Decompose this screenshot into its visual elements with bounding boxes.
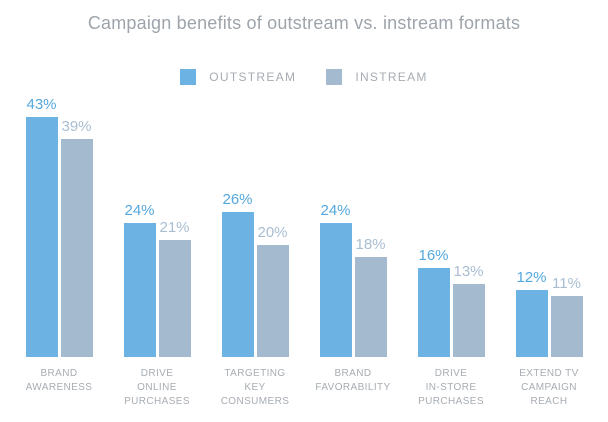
value-label-outstream: 26% (222, 191, 253, 208)
bar-outstream (123, 223, 156, 357)
bar-instream (452, 284, 485, 357)
bar-column-outstream: 24% (123, 202, 156, 357)
category-label: BRAND AWARENESS (25, 368, 93, 393)
bar-chart: 43% 39% BRAND AWARENESS 24% 21% DRIVE ONLINE … (0, 93, 608, 407)
bar-outstream (25, 117, 58, 357)
value-label-outstream: 43% (26, 96, 57, 113)
bar-column-instream: 21% (158, 219, 191, 357)
category-label: BRAND FAVORABILITY (315, 368, 391, 393)
value-label-instream: 18% (355, 236, 386, 253)
bar-column-instream: 11% (550, 275, 583, 357)
bar-column-instream: 39% (60, 118, 93, 357)
chart-title: Campaign benefits of outstream vs. instr… (87, 13, 521, 33)
value-label-outstream: 12% (516, 269, 547, 286)
bar-group: 24% 21% DRIVE ONLINE PURCHASES (123, 202, 191, 407)
bar-group: 26% 20% TARGETING KEY CONSUMERS (221, 191, 289, 407)
legend-item-instream: INSTREAM (326, 69, 427, 85)
bar-column-outstream: 24% (319, 202, 352, 357)
legend-label-instream: INSTREAM (355, 70, 428, 84)
value-label-instream: 13% (453, 263, 484, 280)
bar-group: 24% 18% BRAND FAVORABILITY (315, 202, 390, 393)
bar-column-outstream: 16% (417, 247, 450, 357)
bar-column-instream: 18% (354, 236, 387, 357)
bar-outstream (515, 290, 548, 357)
value-label-outstream: 24% (124, 202, 155, 219)
bar-column-outstream: 26% (221, 191, 254, 357)
bar-column-outstream: 12% (515, 269, 548, 357)
bar-group: 16% 13% DRIVE IN-STORE PURCHASES (417, 247, 485, 407)
category-label: DRIVE ONLINE PURCHASES (124, 368, 190, 407)
bar-instream (256, 245, 289, 357)
legend-item-outstream: OUTSTREAM (180, 69, 296, 85)
bar-outstream (221, 212, 254, 357)
legend-swatch-outstream (180, 69, 197, 85)
bar-column-outstream: 43% (25, 96, 58, 357)
value-label-outstream: 24% (320, 202, 351, 219)
value-label-outstream: 16% (418, 247, 449, 264)
legend: OUTSTREAM INSTREAM (0, 69, 608, 85)
bar-instream (60, 139, 93, 357)
value-label-instream: 21% (159, 219, 190, 236)
bar-column-instream: 13% (452, 263, 485, 357)
bar-instream (550, 296, 583, 357)
category-label: DRIVE IN-STORE PURCHASES (418, 368, 484, 407)
legend-label-outstream: OUTSTREAM (209, 70, 297, 84)
bar-instream (354, 257, 387, 357)
category-label: TARGETING KEY CONSUMERS (220, 368, 290, 407)
value-label-instream: 39% (61, 118, 92, 135)
bar-group: 12% 11% EXTEND TV CAMPAIGN REACH (515, 269, 583, 407)
value-label-instream: 11% (552, 275, 581, 292)
bar-group: 43% 39% BRAND AWARENESS (25, 96, 93, 393)
bar-outstream (417, 268, 450, 357)
bar-outstream (319, 223, 352, 357)
category-label: EXTEND TV CAMPAIGN REACH (519, 368, 579, 407)
bar-column-instream: 20% (256, 224, 289, 357)
bar-instream (158, 240, 191, 357)
legend-swatch-instream (326, 69, 343, 85)
value-label-instream: 20% (257, 224, 288, 241)
